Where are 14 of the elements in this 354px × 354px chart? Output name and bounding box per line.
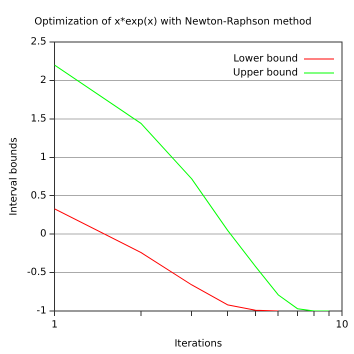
y-tick-label: 1 [40, 152, 47, 163]
y-tick-label: 0.5 [30, 190, 47, 202]
y-tick-label: 2 [40, 75, 47, 86]
y-tick-label: 1.5 [30, 113, 47, 124]
chart-title: Optimization of x*exp(x) with Newton-Raphson method [34, 16, 312, 28]
y-tick-label: -1 [36, 306, 47, 317]
x-tick-label: 10 [336, 320, 348, 331]
legend-label: Lower bound [233, 54, 298, 65]
y-tick-label: 0 [40, 228, 47, 240]
y-tick-label: 2.5 [30, 36, 47, 48]
y-axis-title: Interval bounds [8, 137, 20, 216]
legend-label: Upper bound [233, 68, 298, 79]
y-tick-label: -0.5 [26, 267, 47, 278]
x-axis-title: Iterations [174, 338, 222, 350]
